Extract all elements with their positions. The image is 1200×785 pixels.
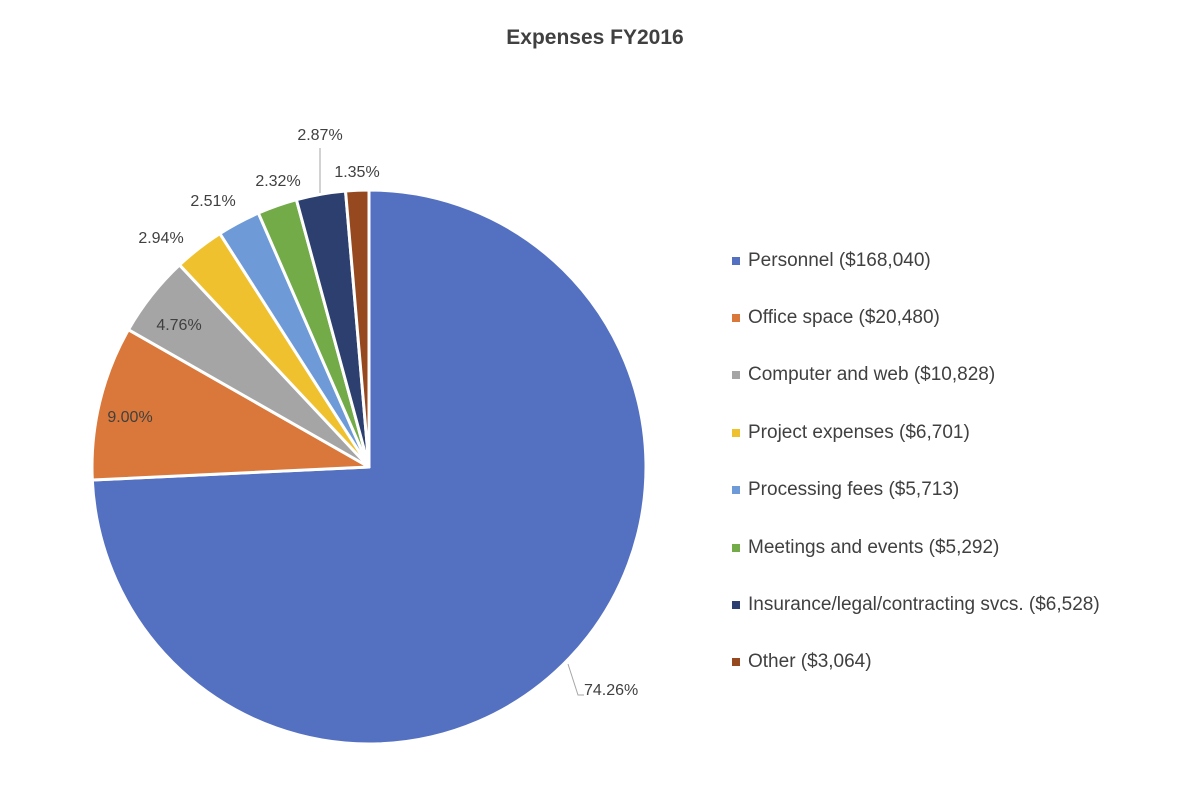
legend-item: Insurance/legal/contracting svcs. ($6,52… bbox=[732, 576, 1100, 633]
pie-slice bbox=[344, 188, 371, 469]
legend-swatch bbox=[732, 314, 740, 323]
legend-label: Office space ($20,480) bbox=[748, 307, 940, 329]
legend-swatch bbox=[732, 428, 740, 437]
legend-item: Computer and web ($10,828) bbox=[732, 347, 1100, 404]
slice-percent-label: 2.87% bbox=[297, 127, 342, 144]
legend-label: Project expenses ($6,701) bbox=[748, 421, 970, 443]
legend-swatch bbox=[732, 543, 740, 552]
chart-title: Expenses FY2016 bbox=[506, 26, 684, 49]
leader-line bbox=[567, 663, 584, 696]
legend: Personnel ($168,040) Office space ($20,48… bbox=[732, 232, 1100, 691]
legend-swatch bbox=[732, 486, 740, 495]
slice-percent-label: 1.35% bbox=[334, 164, 379, 181]
legend-item: Office space ($20,480) bbox=[732, 289, 1100, 346]
legend-item: Other ($3,064) bbox=[732, 634, 1100, 691]
legend-item: Personnel ($168,040) bbox=[732, 232, 1100, 289]
slice-percent-label: 2.94% bbox=[138, 230, 183, 247]
legend-swatch bbox=[732, 601, 740, 610]
legend-item: Project expenses ($6,701) bbox=[732, 404, 1100, 461]
legend-label: Other ($3,064) bbox=[748, 651, 872, 673]
legend-swatch bbox=[732, 256, 740, 265]
legend-label: Computer and web ($10,828) bbox=[748, 364, 996, 386]
legend-label: Personnel ($168,040) bbox=[748, 249, 931, 271]
slice-percent-label: 9.00% bbox=[107, 409, 152, 426]
slice-percent-label: 2.51% bbox=[190, 193, 235, 210]
slice-percent-label: 2.32% bbox=[255, 173, 300, 190]
legend-swatch bbox=[732, 658, 740, 667]
legend-label: Insurance/legal/contracting svcs. ($6,52… bbox=[748, 594, 1100, 616]
legend-item: Processing fees ($5,713) bbox=[732, 462, 1100, 519]
slice-percent-label: 4.76% bbox=[156, 317, 201, 334]
legend-item: Meetings and events ($5,292) bbox=[732, 519, 1100, 576]
legend-label: Processing fees ($5,713) bbox=[748, 479, 960, 501]
legend-label: Meetings and events ($5,292) bbox=[748, 536, 1000, 558]
pie-slice bbox=[90, 328, 371, 482]
legend-swatch bbox=[732, 371, 740, 380]
slice-percent-label: 74.26% bbox=[584, 682, 638, 699]
